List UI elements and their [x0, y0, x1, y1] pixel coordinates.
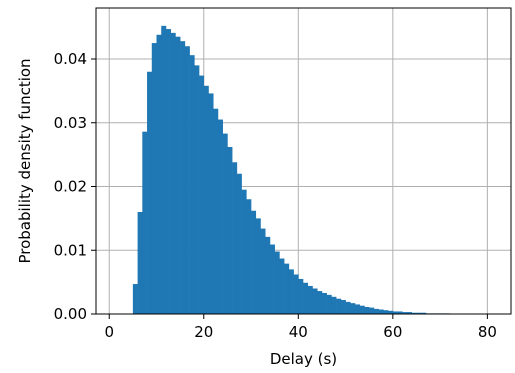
histogram-bar: [175, 36, 181, 314]
histogram-bar: [208, 93, 214, 314]
histogram-bar: [265, 236, 271, 314]
histogram-bar: [411, 312, 417, 314]
histogram-bar: [251, 210, 257, 314]
x-tick-label: 20: [194, 323, 213, 341]
histogram-bar: [137, 212, 143, 314]
histogram-bar: [279, 258, 285, 314]
x-tick-label: 0: [104, 323, 114, 341]
histogram-bar: [378, 309, 384, 314]
histogram-bar: [298, 278, 304, 314]
histogram-bar: [222, 133, 228, 314]
histogram-bar: [293, 274, 299, 314]
histogram-bar: [321, 292, 327, 314]
histogram-bar: [194, 65, 200, 314]
histogram-bar: [317, 291, 323, 314]
histogram-bar: [345, 301, 351, 314]
histogram-bar: [236, 173, 242, 314]
x-axis-label: Delay (s): [270, 350, 337, 368]
x-tick-label: 60: [383, 323, 402, 341]
histogram-bar: [156, 34, 162, 315]
histogram-bar: [217, 119, 223, 314]
histogram-bar: [151, 43, 157, 314]
y-tick-label: 0.03: [54, 114, 87, 132]
histogram-bar: [383, 310, 389, 314]
histogram-bar: [213, 108, 219, 314]
histogram-bar: [260, 228, 266, 314]
histogram-bar: [312, 288, 318, 314]
histogram-bar: [165, 29, 171, 314]
ticks-layer: 0 20 40 60 80 0.00 0.01 0.02 0.03 0.04: [54, 50, 497, 341]
x-tick-label: 40: [289, 323, 308, 341]
histogram-bar: [397, 311, 403, 314]
histogram-bar: [407, 312, 413, 314]
histogram-bar: [326, 294, 332, 314]
histogram-bar: [199, 75, 205, 314]
histogram-bar: [388, 310, 394, 314]
histogram-bar: [392, 311, 398, 314]
histogram-bar: [359, 305, 365, 314]
x-tick-label: 80: [478, 323, 497, 341]
histogram-bar: [232, 162, 238, 314]
y-tick-label: 0.01: [54, 241, 87, 259]
histogram-bar: [373, 308, 379, 314]
histogram-bar: [203, 85, 209, 315]
histogram-bar: [269, 244, 275, 314]
bars-layer: [132, 25, 488, 315]
histogram-bar: [350, 303, 356, 314]
y-tick-label: 0.02: [54, 178, 87, 196]
histogram-bar: [246, 199, 252, 314]
y-tick-label: 0.00: [54, 305, 87, 323]
histogram-bar: [307, 285, 313, 314]
histogram-bar: [142, 131, 148, 314]
y-axis-label: Probability density function: [16, 58, 34, 263]
histogram-bar: [416, 312, 422, 314]
histogram-bar: [241, 189, 247, 314]
histogram-bar: [402, 312, 408, 314]
histogram-bar: [189, 55, 195, 315]
histogram-bar: [274, 251, 280, 314]
histogram-bar: [161, 25, 167, 314]
plot-frame: [95, 7, 512, 315]
histogram-bar: [369, 307, 375, 314]
histogram-bar: [303, 282, 309, 314]
histogram-bar: [331, 296, 337, 314]
histogram-bar: [180, 41, 186, 315]
histogram-bar: [184, 46, 190, 314]
histogram-bar: [288, 269, 294, 314]
histogram-bar: [364, 306, 370, 314]
histogram-bar: [340, 299, 346, 314]
y-tick-label: 0.04: [54, 50, 87, 68]
histogram-bar: [284, 263, 290, 314]
histogram-bar: [227, 146, 233, 314]
histogram-bar: [421, 312, 427, 314]
histogram-bar: [355, 304, 361, 314]
histogram-bar: [132, 284, 138, 314]
histogram-bar: [336, 298, 342, 314]
histogram-bar: [255, 218, 261, 314]
histogram-bar: [170, 32, 176, 315]
histogram-bar: [147, 71, 153, 314]
